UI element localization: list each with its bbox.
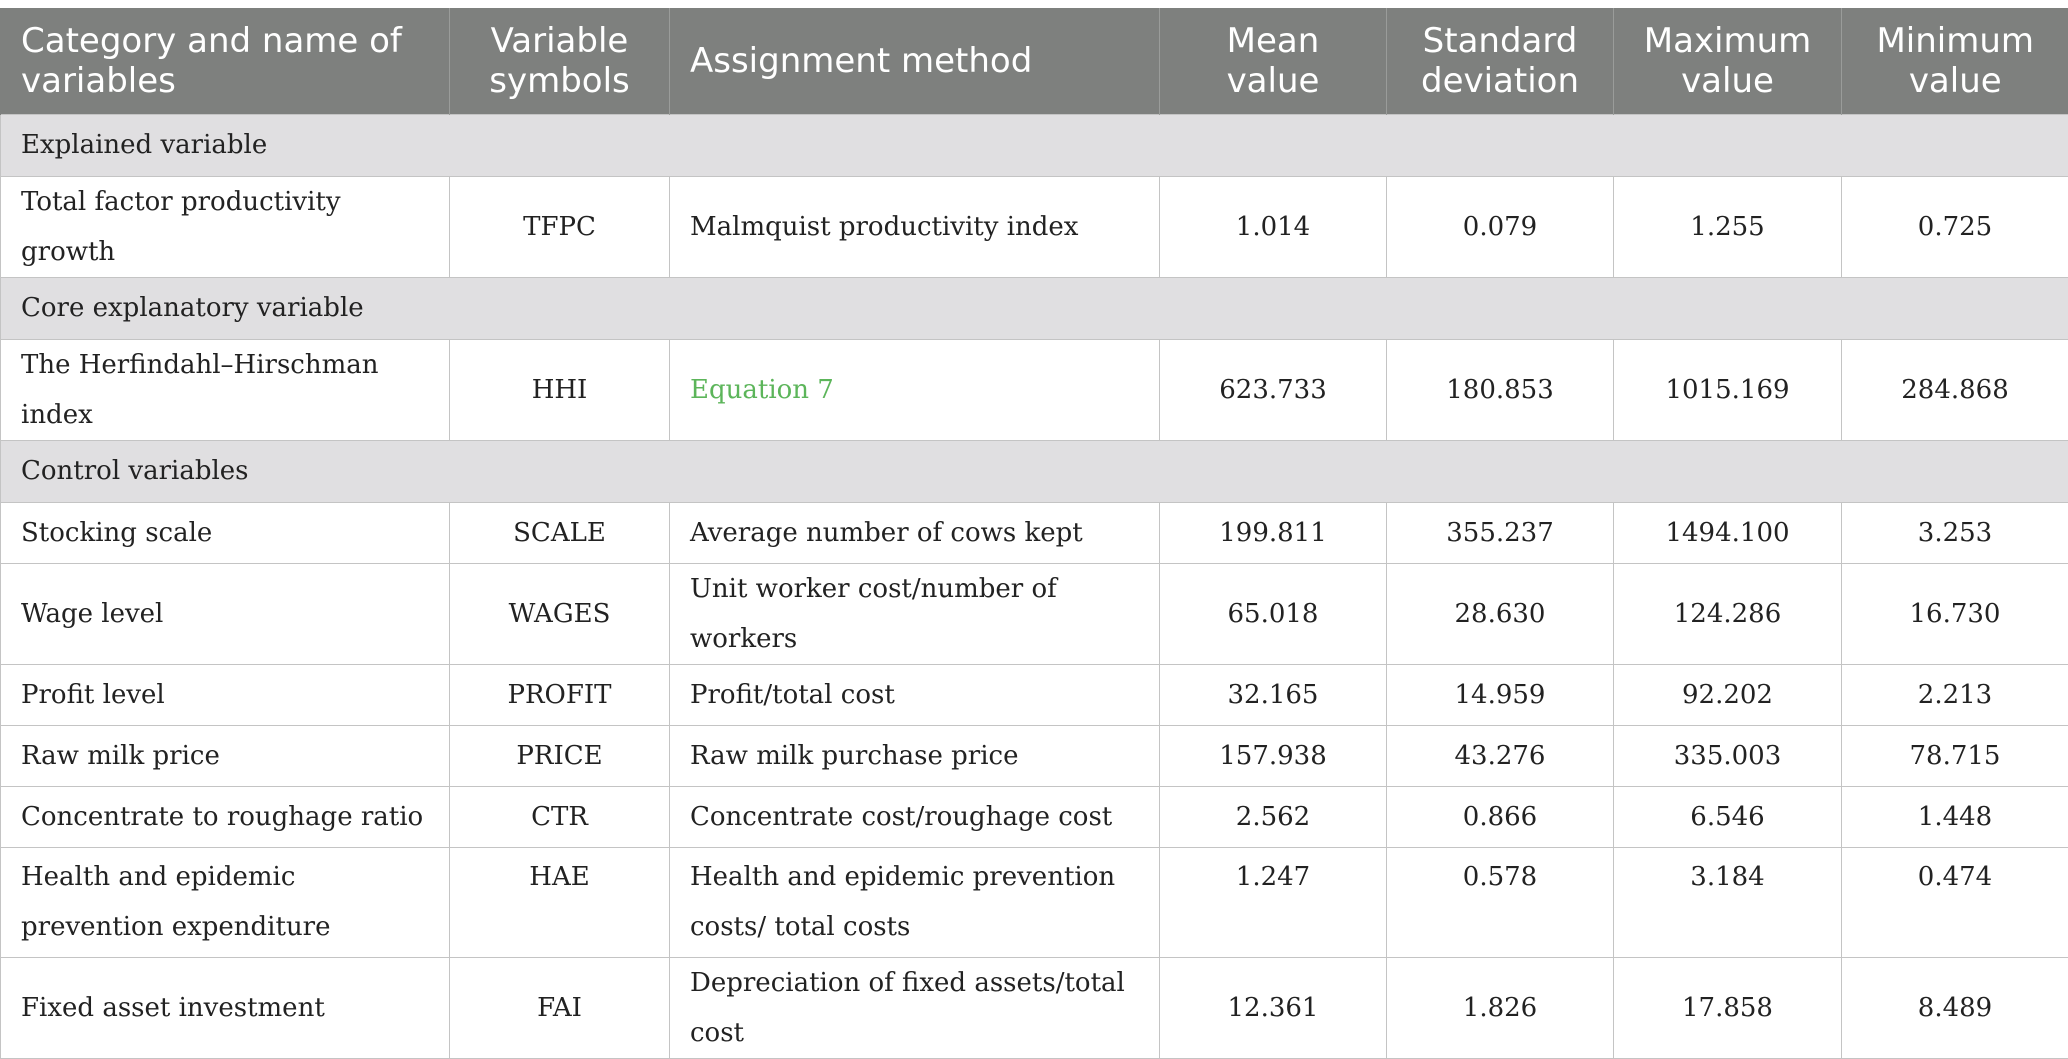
table-row: Profit level PROFIT Profit/total cost 32… — [1, 664, 2068, 725]
cell-min: 8.489 — [1842, 957, 2068, 1058]
section-label: Core explanatory variable — [1, 277, 2068, 339]
cell-symbol: CTR — [450, 786, 670, 847]
cell-symbol: PROFIT — [450, 664, 670, 725]
cell-symbol: SCALE — [450, 502, 670, 563]
cell-name: Stocking scale — [1, 502, 450, 563]
cell-min: 0.474 — [1842, 847, 2068, 957]
cell-min: 3.253 — [1842, 502, 2068, 563]
section-label: Control variables — [1, 440, 2068, 502]
cell-method: Average number of cows kept — [670, 502, 1160, 563]
cell-max: 17.858 — [1614, 957, 1842, 1058]
cell-min: 0.725 — [1842, 176, 2068, 277]
cell-max: 3.184 — [1614, 847, 1842, 957]
cell-min: 2.213 — [1842, 664, 2068, 725]
cell-method: Unit worker cost/number of workers — [670, 563, 1160, 664]
cell-mean: 1.014 — [1160, 176, 1387, 277]
cell-name: Raw milk price — [1, 725, 450, 786]
cell-mean: 32.165 — [1160, 664, 1387, 725]
table-row: Stocking scale SCALE Average number of c… — [1, 502, 2068, 563]
cell-sd: 355.237 — [1387, 502, 1614, 563]
table-row: Health and epidemic prevention expenditu… — [1, 847, 2068, 957]
header-symbol: Variable symbols — [450, 4, 670, 114]
table-header: Category and name of variables Variable … — [1, 4, 2068, 114]
cell-max: 335.003 — [1614, 725, 1842, 786]
cell-name: Profit level — [1, 664, 450, 725]
table-row: Concentrate to roughage ratio CTR Concen… — [1, 786, 2068, 847]
cell-sd: 1.826 — [1387, 957, 1614, 1058]
cell-symbol: WAGES — [450, 563, 670, 664]
cell-mean: 2.562 — [1160, 786, 1387, 847]
cell-min: 78.715 — [1842, 725, 2068, 786]
cell-symbol: HHI — [450, 339, 670, 440]
cell-symbol: PRICE — [450, 725, 670, 786]
equation-7-link[interactable]: Equation 7 — [690, 375, 834, 405]
cell-symbol: FAI — [450, 957, 670, 1058]
cell-max: 1494.100 — [1614, 502, 1842, 563]
cell-max: 1015.169 — [1614, 339, 1842, 440]
cell-sd: 43.276 — [1387, 725, 1614, 786]
cell-min: 1.448 — [1842, 786, 2068, 847]
section-row: Control variables — [1, 440, 2068, 502]
header-mean: Mean value — [1160, 4, 1387, 114]
cell-sd: 180.853 — [1387, 339, 1614, 440]
section-row: Core explanatory variable — [1, 277, 2068, 339]
cell-name: The Herfindahl–Hirschman index — [1, 339, 450, 440]
cell-mean: 623.733 — [1160, 339, 1387, 440]
cell-max: 6.546 — [1614, 786, 1842, 847]
cell-sd: 0.866 — [1387, 786, 1614, 847]
cell-max: 92.202 — [1614, 664, 1842, 725]
cell-mean: 199.811 — [1160, 502, 1387, 563]
cell-max: 124.286 — [1614, 563, 1842, 664]
table-row: Fixed asset investment FAI Depreciation … — [1, 957, 2068, 1058]
cell-sd: 14.959 — [1387, 664, 1614, 725]
cell-sd: 0.578 — [1387, 847, 1614, 957]
cell-name: Fixed asset investment — [1, 957, 450, 1058]
header-max: Maximum value — [1614, 4, 1842, 114]
cell-max: 1.255 — [1614, 176, 1842, 277]
header-method: Assignment method — [670, 4, 1160, 114]
table-row: Total factor productivity growth TFPC Ma… — [1, 176, 2068, 277]
cell-mean: 1.247 — [1160, 847, 1387, 957]
cell-mean: 12.361 — [1160, 957, 1387, 1058]
header-sd: Standard deviation — [1387, 4, 1614, 114]
table-row: Wage level WAGES Unit worker cost/number… — [1, 563, 2068, 664]
cell-sd: 0.079 — [1387, 176, 1614, 277]
cell-method: Raw milk purchase price — [670, 725, 1160, 786]
cell-name: Total factor productivity growth — [1, 176, 450, 277]
table-row: The Herfindahl–Hirschman index HHI Equat… — [1, 339, 2068, 440]
table-body: Explained variable Total factor producti… — [1, 114, 2068, 1058]
table-row: Raw milk price PRICE Raw milk purchase p… — [1, 725, 2068, 786]
cell-symbol: TFPC — [450, 176, 670, 277]
cell-name: Wage level — [1, 563, 450, 664]
cell-method: Depreciation of fixed assets/total cost — [670, 957, 1160, 1058]
header-category: Category and name of variables — [1, 4, 450, 114]
cell-mean: 157.938 — [1160, 725, 1387, 786]
cell-sd: 28.630 — [1387, 563, 1614, 664]
header-min: Minimum value — [1842, 4, 2068, 114]
cell-method: Equation 7 — [670, 339, 1160, 440]
section-row: Explained variable — [1, 114, 2068, 176]
cell-method: Malmquist productivity index — [670, 176, 1160, 277]
cell-method: Profit/total cost — [670, 664, 1160, 725]
cell-name: Concentrate to roughage ratio — [1, 786, 450, 847]
cell-min: 16.730 — [1842, 563, 2068, 664]
cell-name: Health and epidemic prevention expenditu… — [1, 847, 450, 957]
section-label: Explained variable — [1, 114, 2068, 176]
cell-min: 284.868 — [1842, 339, 2068, 440]
cell-mean: 65.018 — [1160, 563, 1387, 664]
cell-method: Concentrate cost/roughage cost — [670, 786, 1160, 847]
cell-symbol: HAE — [450, 847, 670, 957]
header-row: Category and name of variables Variable … — [1, 4, 2068, 114]
cell-method: Health and epidemic prevention costs/ to… — [670, 847, 1160, 957]
